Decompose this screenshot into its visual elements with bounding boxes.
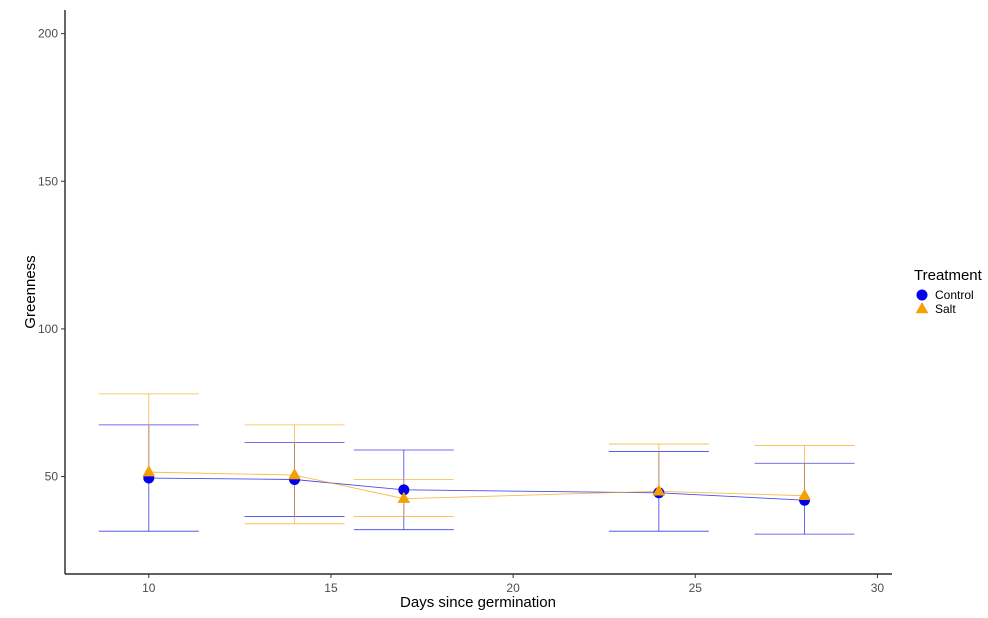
y-tick-label: 50 <box>45 470 59 484</box>
axes: 10 15 20 25 30 50 100 150 200 <box>38 10 892 595</box>
legend-title: Treatment <box>914 267 983 284</box>
legend-key-control <box>916 289 928 301</box>
x-tick-label: 15 <box>324 581 338 595</box>
x-axis-title: Days since germination <box>400 594 556 611</box>
x-tick-label: 25 <box>689 581 703 595</box>
salt-point <box>397 491 411 503</box>
salt-point <box>798 488 811 500</box>
y-tick-label: 150 <box>38 174 58 188</box>
y-axis-title: Greenness <box>22 255 39 328</box>
legend-key-salt <box>915 302 929 314</box>
legend-item-control: Control <box>916 288 974 302</box>
control-point <box>398 484 410 496</box>
x-tick-label: 10 <box>142 581 156 595</box>
y-tick-label: 100 <box>38 322 58 336</box>
salt-points <box>142 465 811 503</box>
x-tick-label: 30 <box>871 581 885 595</box>
x-tick-label: 20 <box>506 581 520 595</box>
control-error-bars <box>98 424 855 535</box>
salt-error-bars <box>98 393 855 525</box>
salt-point <box>652 484 666 496</box>
legend-item-salt: Salt <box>915 302 956 316</box>
legend-label: Salt <box>935 302 956 316</box>
salt-point <box>142 465 156 477</box>
salt-point <box>288 468 301 480</box>
y-tick-label: 200 <box>38 27 58 41</box>
plot-area <box>98 393 855 535</box>
control-points <box>143 472 811 506</box>
salt-line <box>148 471 805 500</box>
legend-label: Control <box>935 288 974 302</box>
